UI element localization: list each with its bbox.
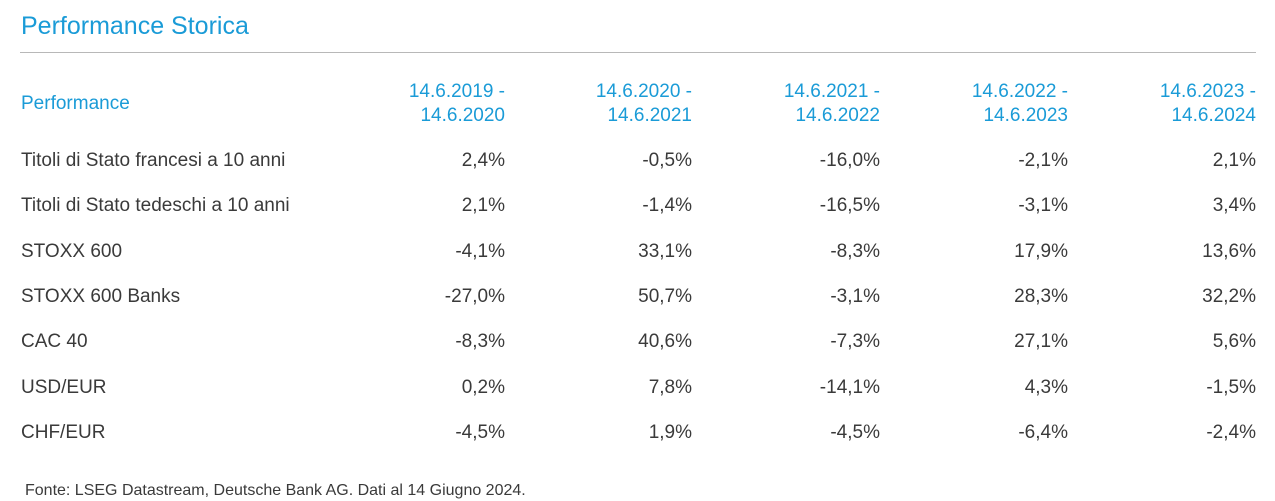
column-header-period: 14.6.2019 - 14.6.2020 <box>365 80 505 128</box>
table-cell-value: 0,2% <box>461 377 505 398</box>
column-header-start: 14.6.2023 - <box>1159 81 1256 102</box>
table-cell-value: -4,1% <box>455 241 505 262</box>
table-cell-value: -4,5% <box>830 422 880 443</box>
row-label: STOXX 600 <box>21 241 123 262</box>
column-header-end: 14.6.2023 <box>983 105 1068 126</box>
row-label: Titoli di Stato francesi a 10 anni <box>21 150 286 171</box>
column-header-start: 14.6.2022 - <box>971 81 1068 102</box>
table-cell-value: -0,5% <box>642 150 692 171</box>
table-cell-value: 17,9% <box>1014 241 1068 262</box>
table-cell-value: 50,7% <box>638 286 692 307</box>
table-cell-value: -7,3% <box>830 331 880 352</box>
table-cell-value: 2,4% <box>461 150 505 171</box>
row-label: USD/EUR <box>21 377 107 398</box>
table-cell-value: 1,9% <box>648 422 692 443</box>
column-header-period: 14.6.2021 - 14.6.2022 <box>740 80 880 128</box>
table-cell-value: -3,1% <box>830 286 880 307</box>
table-cell-value: -8,3% <box>830 241 880 262</box>
table-cell-value: -1,5% <box>1206 377 1256 398</box>
column-header-start: 14.6.2019 - <box>408 81 505 102</box>
table-cell-value: -14,1% <box>819 377 880 398</box>
column-header-end: 14.6.2022 <box>795 105 880 126</box>
table-cell-value: -16,0% <box>819 150 880 171</box>
table-cell-value: -6,4% <box>1018 422 1068 443</box>
table-cell-value: -8,3% <box>455 331 505 352</box>
column-header-end: 14.6.2021 <box>607 105 692 126</box>
table-cell-value: -3,1% <box>1018 195 1068 216</box>
table-cell-value: -2,1% <box>1018 150 1068 171</box>
table-cell-value: 40,6% <box>638 331 692 352</box>
table-cell-value: 5,6% <box>1212 331 1256 352</box>
table-cell-value: 7,8% <box>648 377 692 398</box>
table-cell-value: 2,1% <box>461 195 505 216</box>
table-cell-value: 3,4% <box>1212 195 1256 216</box>
row-label: CAC 40 <box>21 331 88 352</box>
table-cell-value: 4,3% <box>1024 377 1068 398</box>
table-cell-value: -4,5% <box>455 422 505 443</box>
column-header-period: 14.6.2020 - 14.6.2021 <box>552 80 692 128</box>
table-cell-value: 33,1% <box>638 241 692 262</box>
table-cell-value: -27,0% <box>444 286 505 307</box>
row-label: CHF/EUR <box>21 422 106 443</box>
table-cell-value: -2,4% <box>1206 422 1256 443</box>
table-cell-value: 27,1% <box>1014 331 1068 352</box>
column-header-end: 14.6.2020 <box>420 105 505 126</box>
column-header-period: 14.6.2023 - 14.6.2024 <box>1116 80 1256 128</box>
table-cell-value: 32,2% <box>1202 286 1256 307</box>
column-header-period: 14.6.2022 - 14.6.2023 <box>928 80 1068 128</box>
column-header-start: 14.6.2021 - <box>783 81 880 102</box>
table-cell-value: 13,6% <box>1202 241 1256 262</box>
column-header-end: 14.6.2024 <box>1171 105 1256 126</box>
title-divider <box>20 52 1256 53</box>
row-label: STOXX 600 Banks <box>21 286 181 307</box>
column-header-start: 14.6.2020 - <box>595 81 692 102</box>
page-title: Performance Storica <box>21 12 249 40</box>
source-note: Fonte: LSEG Datastream, Deutsche Bank AG… <box>25 482 526 499</box>
table-cell-value: -16,5% <box>819 195 880 216</box>
table-header-label: Performance <box>21 93 130 114</box>
table-cell-value: 2,1% <box>1212 150 1256 171</box>
row-label: Titoli di Stato tedeschi a 10 anni <box>21 195 290 216</box>
table-cell-value: -1,4% <box>642 195 692 216</box>
table-cell-value: 28,3% <box>1014 286 1068 307</box>
